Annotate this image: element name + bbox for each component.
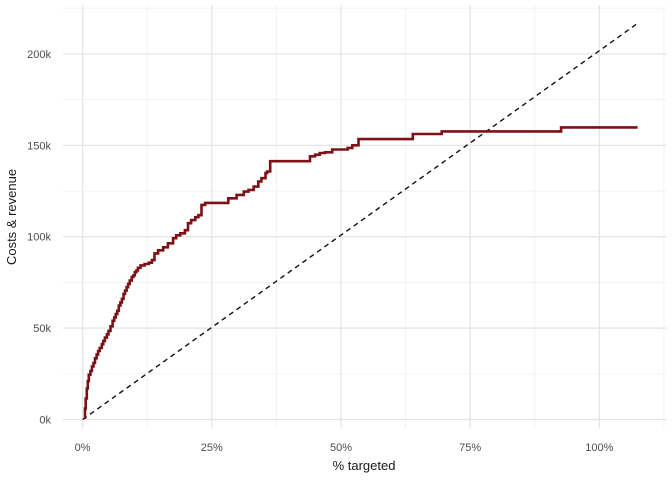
x-tick-label: 100% — [585, 442, 613, 454]
y-tick-label: 50k — [33, 323, 51, 335]
y-axis-tick-labels: 0k 50k 100k 150k 200k — [27, 49, 51, 427]
x-tick-label: 75% — [459, 442, 481, 454]
y-tick-label: 200k — [27, 49, 51, 61]
x-tick-label: 0% — [75, 442, 91, 454]
x-tick-label: 25% — [201, 442, 223, 454]
x-tick-label: 50% — [330, 442, 352, 454]
y-tick-label: 150k — [27, 140, 51, 152]
y-tick-label: 0k — [39, 415, 51, 427]
x-axis-tick-labels: 0% 25% 50% 75% 100% — [75, 442, 614, 454]
x-axis-title: % targeted — [333, 458, 396, 473]
revenue-step-curve — [83, 126, 638, 419]
major-gridlines — [63, 5, 667, 429]
cost-diagonal-dashed-line — [82, 22, 638, 421]
y-tick-label: 100k — [27, 232, 51, 244]
minor-gridlines — [63, 5, 667, 429]
y-axis-title: Costs & revenue — [4, 169, 19, 265]
